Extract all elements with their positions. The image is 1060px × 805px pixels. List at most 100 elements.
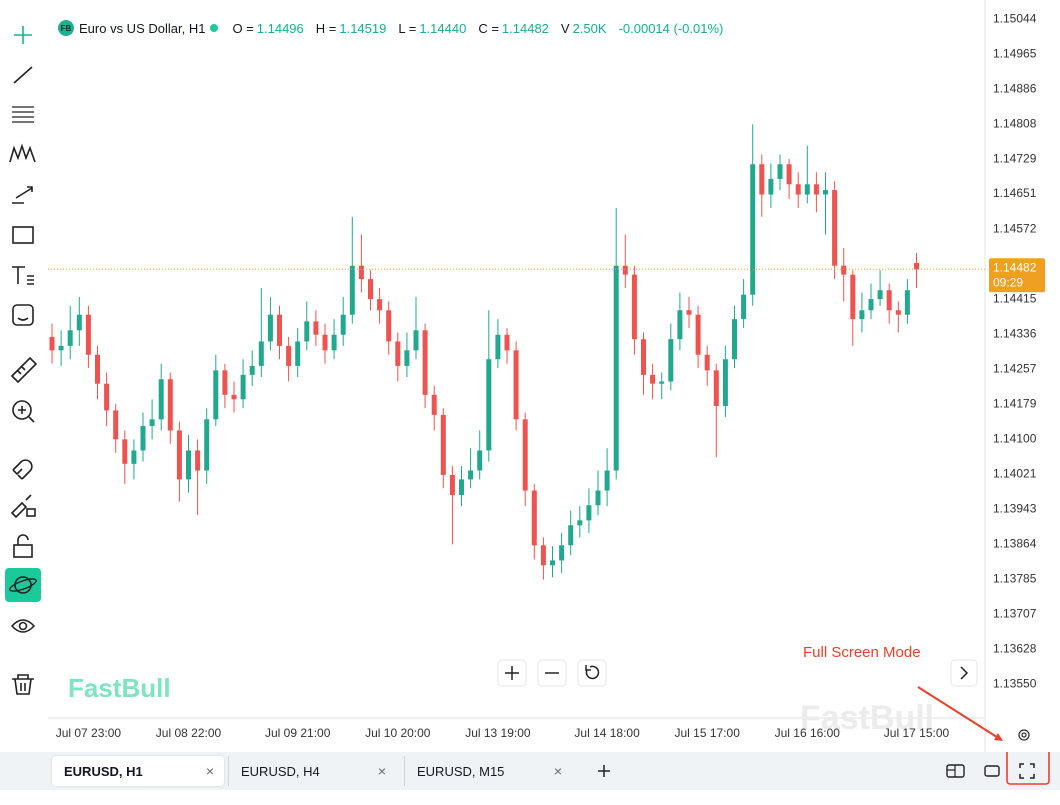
y-tick-label: 1.14729 [993,152,1037,166]
forecast-tool[interactable] [12,186,33,204]
tab-label: EURUSD, H1 [64,763,143,779]
watermark: FastBull [800,699,934,737]
hide-tool[interactable] [10,619,36,633]
candle-body [386,310,392,342]
annotation-box [1006,752,1050,785]
last-price-tag [989,258,1045,293]
text-tool[interactable] [12,266,34,285]
candle-body [158,379,164,420]
ruler-tool[interactable] [10,356,38,384]
y-tick-label: 1.14336 [993,326,1037,340]
candle-body [886,290,892,311]
candle-body [795,184,801,195]
y-tick-label: 1.14572 [993,221,1037,235]
readout-label: V [560,20,570,36]
candle-body [85,314,91,355]
chart-tab[interactable]: EURUSD, M15 × [404,756,572,786]
candle-body [650,374,656,384]
lock-draw-tool[interactable] [10,494,32,519]
candle-body [595,490,601,506]
candle-body [113,410,119,440]
candle-body [768,178,774,195]
change-value: -0.00014 (-0.01%) [618,20,724,36]
shape-tool[interactable] [12,226,34,244]
market-status [210,24,219,32]
readout-label: O = [232,20,254,36]
y-tick-label: 1.14021 [993,467,1037,481]
lock-tool[interactable] [13,544,33,558]
tab-close[interactable]: × [377,763,386,779]
readout-value: 1.14440 [419,20,467,36]
zoom-controls [497,659,978,687]
candle-body [914,263,919,270]
chart-tab[interactable]: EURUSD, H1 × [52,756,224,786]
candle-body [559,545,565,561]
candle-body [504,334,510,351]
candle-body [322,334,328,351]
candle-body [204,419,210,471]
y-tick-label: 1.14100 [993,432,1037,446]
legend-bar: FB Euro vs US Dollar, H1 O = 1.14496 H = 1.… [58,19,735,37]
y-tick-label: 1.14257 [993,362,1037,376]
candle-body [349,265,355,315]
candle-body [668,339,674,382]
readout-label: C = [478,20,499,36]
candle-body [686,310,692,315]
favorites-tool[interactable] [5,568,41,602]
emoji-tool[interactable] [12,304,34,326]
candle-body [704,354,710,371]
x-tick-label: Jul 16 16:00 [775,726,841,740]
tab-close[interactable]: × [205,763,214,779]
candle-body [786,164,792,185]
tab-label: EURUSD, M15 [417,763,505,779]
candle-body [613,265,619,471]
pattern-tool[interactable] [9,143,36,163]
y-tick-label: 1.15044 [993,11,1037,25]
candle-body [750,164,756,295]
candle-body [277,314,282,346]
tab-bar: EURUSD, H1 × EURUSD, H4 × EURUSD, M15 × [0,752,1060,790]
candle-body [104,383,110,411]
last-time-label: 09:29 [993,275,1023,289]
x-tick-label: Jul 17 15:00 [884,726,950,740]
crosshair-tool[interactable] [14,26,32,44]
candle-body [340,314,346,335]
candle-body [540,545,546,566]
candle-body [777,164,783,179]
fullscreen-button[interactable] [1019,763,1035,779]
candle-body [404,350,410,366]
zoom-tool[interactable] [12,400,32,420]
y-tick-label: 1.14179 [993,396,1037,410]
reset-button[interactable] [577,659,607,687]
candle-body [286,345,292,366]
window-button[interactable] [984,765,1000,777]
settings-icon[interactable] [1018,729,1030,741]
scroll-right-button[interactable] [950,659,978,687]
plot [49,124,919,580]
candle-body [741,294,747,320]
line-tool[interactable] [13,66,33,84]
delete-tool[interactable] [12,674,34,695]
candle-body [513,350,519,420]
candle-body [222,370,228,395]
y-tick-label: 1.13550 [993,676,1037,690]
candle-body [331,334,337,351]
readout-label: L = [398,20,417,36]
chart-tab[interactable]: EURUSD, H4 × [228,756,396,786]
readout-value: 1.14519 [339,20,387,36]
candle-body [859,310,865,320]
candle-body [195,450,201,471]
candle-body [431,394,437,415]
annotation-label: Full Screen Mode [803,644,921,661]
fib-tool[interactable] [12,106,34,123]
candle-body [631,274,637,340]
add-tab-button[interactable] [598,765,610,777]
brand-logo: FastBull [68,673,171,703]
candle-body [659,381,665,384]
y-tick-label: 1.14886 [993,82,1037,96]
magnet-tool[interactable] [12,459,33,480]
candle-body [249,365,255,375]
tab-close[interactable]: × [553,763,562,779]
candle-body [695,314,701,355]
